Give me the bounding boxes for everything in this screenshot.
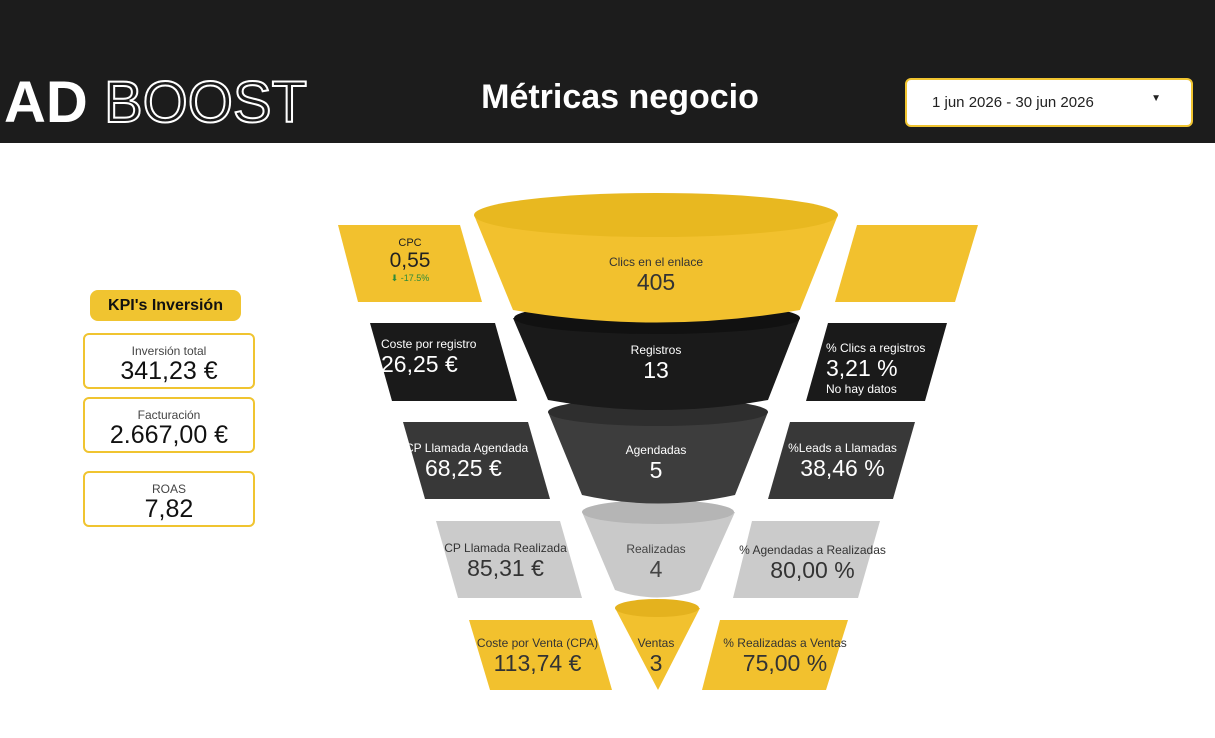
- right-panel: [768, 422, 915, 499]
- metric-block: CPC 0,55 ⬇ -17.5%: [360, 237, 460, 284]
- metric-block: CP Llamada Agendada 68,25 €: [405, 441, 535, 482]
- metric-block: Coste por registro 26,25 €: [381, 337, 501, 378]
- stage-value: 13: [643, 357, 669, 383]
- kpi-value: 341,23 €: [120, 357, 218, 385]
- stage-label: Ventas: [637, 636, 675, 650]
- left-panel: [436, 521, 582, 598]
- kpi-label: Facturación: [137, 408, 201, 422]
- metric-label: CP Llamada Agendada: [405, 441, 529, 455]
- metric-label: CPC: [398, 237, 422, 249]
- metric-value: 75,00 %: [742, 650, 828, 676]
- stage-label: Clics en el enlace: [608, 255, 704, 269]
- metric-label: Coste por registro: [381, 337, 477, 351]
- kpi-value: 2.667,00 €: [109, 421, 229, 449]
- left-panel: [370, 323, 517, 401]
- metric-value: 3,21 %: [826, 355, 898, 381]
- metric-delta: ⬇ -17.5%: [390, 273, 430, 283]
- stage-label: Agendadas: [625, 443, 687, 457]
- dropdown-arrow: ▼: [1151, 93, 1161, 104]
- metric-label: % Realizadas a Ventas: [723, 636, 847, 650]
- right-panel: [806, 323, 947, 401]
- metric-value: 113,74 €: [493, 650, 582, 676]
- metric-block: % Realizadas a Ventas 75,00 %: [715, 636, 855, 677]
- metric-block: % Agendadas a Realizadas 80,00 %: [735, 543, 890, 584]
- kpi-card: Facturación 2.667,00 €: [83, 397, 255, 453]
- metric-value: 26,25 €: [381, 351, 458, 377]
- stage-value: 405: [636, 269, 676, 295]
- metric-value: 38,46 %: [800, 455, 885, 481]
- stage-value: 4: [649, 556, 663, 582]
- metric-block: % Clics a registros 3,21 % No hay datos: [826, 341, 936, 396]
- metric-value: 0,55: [389, 249, 431, 272]
- funnel-stage: [513, 318, 800, 410]
- left-panel: [469, 620, 612, 690]
- logo-outline: BOOST: [104, 70, 307, 135]
- stage-block: Ventas 3: [606, 636, 706, 677]
- kpi-value: 7,82: [144, 495, 194, 523]
- metric-label: % Clics a registros: [826, 341, 926, 355]
- metric-value: 85,31 €: [467, 555, 544, 581]
- stage-label: Realizadas: [626, 542, 686, 556]
- funnel-stage: [582, 512, 735, 598]
- kpi-card: Inversión total 341,23 €: [83, 333, 255, 389]
- metric-label: Coste por Venta (CPA): [476, 636, 599, 650]
- kpi-label: Inversión total: [131, 344, 207, 358]
- funnel-rim: [615, 599, 699, 617]
- funnel-stage: [615, 608, 700, 690]
- metric-block: CP Llamada Realizada 85,31 €: [438, 541, 573, 582]
- metric-value: 80,00 %: [770, 557, 855, 583]
- metric-label: %Leads a Llamadas: [788, 441, 897, 455]
- stage-label: Registros: [630, 343, 682, 357]
- metric-block: Coste por Venta (CPA) 113,74 €: [470, 636, 605, 677]
- stage-block: Realizadas 4: [606, 542, 706, 583]
- date-range: 1 jun 2026 - 30 jun 2026: [932, 94, 1094, 111]
- right-panel: [733, 521, 880, 598]
- stage-block: Agendadas 5: [606, 443, 706, 484]
- stage-value: 3: [649, 650, 663, 676]
- logo: AD BOOST: [4, 69, 308, 136]
- logo-bold: AD: [4, 70, 88, 135]
- right-panel: [702, 620, 848, 690]
- kpi-card: ROAS 7,82: [83, 471, 255, 527]
- right-panel: [835, 225, 978, 302]
- funnel-stage: [474, 215, 838, 323]
- funnel-stage: [548, 412, 768, 504]
- left-panel: [338, 225, 482, 302]
- stage-block: Registros 13: [606, 343, 706, 384]
- kpi-title: KPI's Inversión: [90, 290, 241, 321]
- metric-label: CP Llamada Realizada: [444, 541, 567, 555]
- page-title: Métricas negocio: [481, 78, 759, 116]
- stage-value: 5: [649, 457, 663, 483]
- metric-value: 68,25 €: [425, 455, 502, 481]
- kpi-label: ROAS: [151, 482, 186, 496]
- date-picker[interactable]: 1 jun 2026 - 30 jun 2026 ▼: [905, 78, 1193, 127]
- stage-block: Clics en el enlace 405: [606, 255, 706, 296]
- metric-block: %Leads a Llamadas 38,46 %: [780, 441, 905, 482]
- metric-label: % Agendadas a Realizadas: [739, 543, 886, 557]
- metric-note: No hay datos: [826, 382, 897, 396]
- funnel-rim: [474, 193, 838, 237]
- left-panel: [403, 422, 550, 499]
- funnel-rim: [582, 500, 734, 524]
